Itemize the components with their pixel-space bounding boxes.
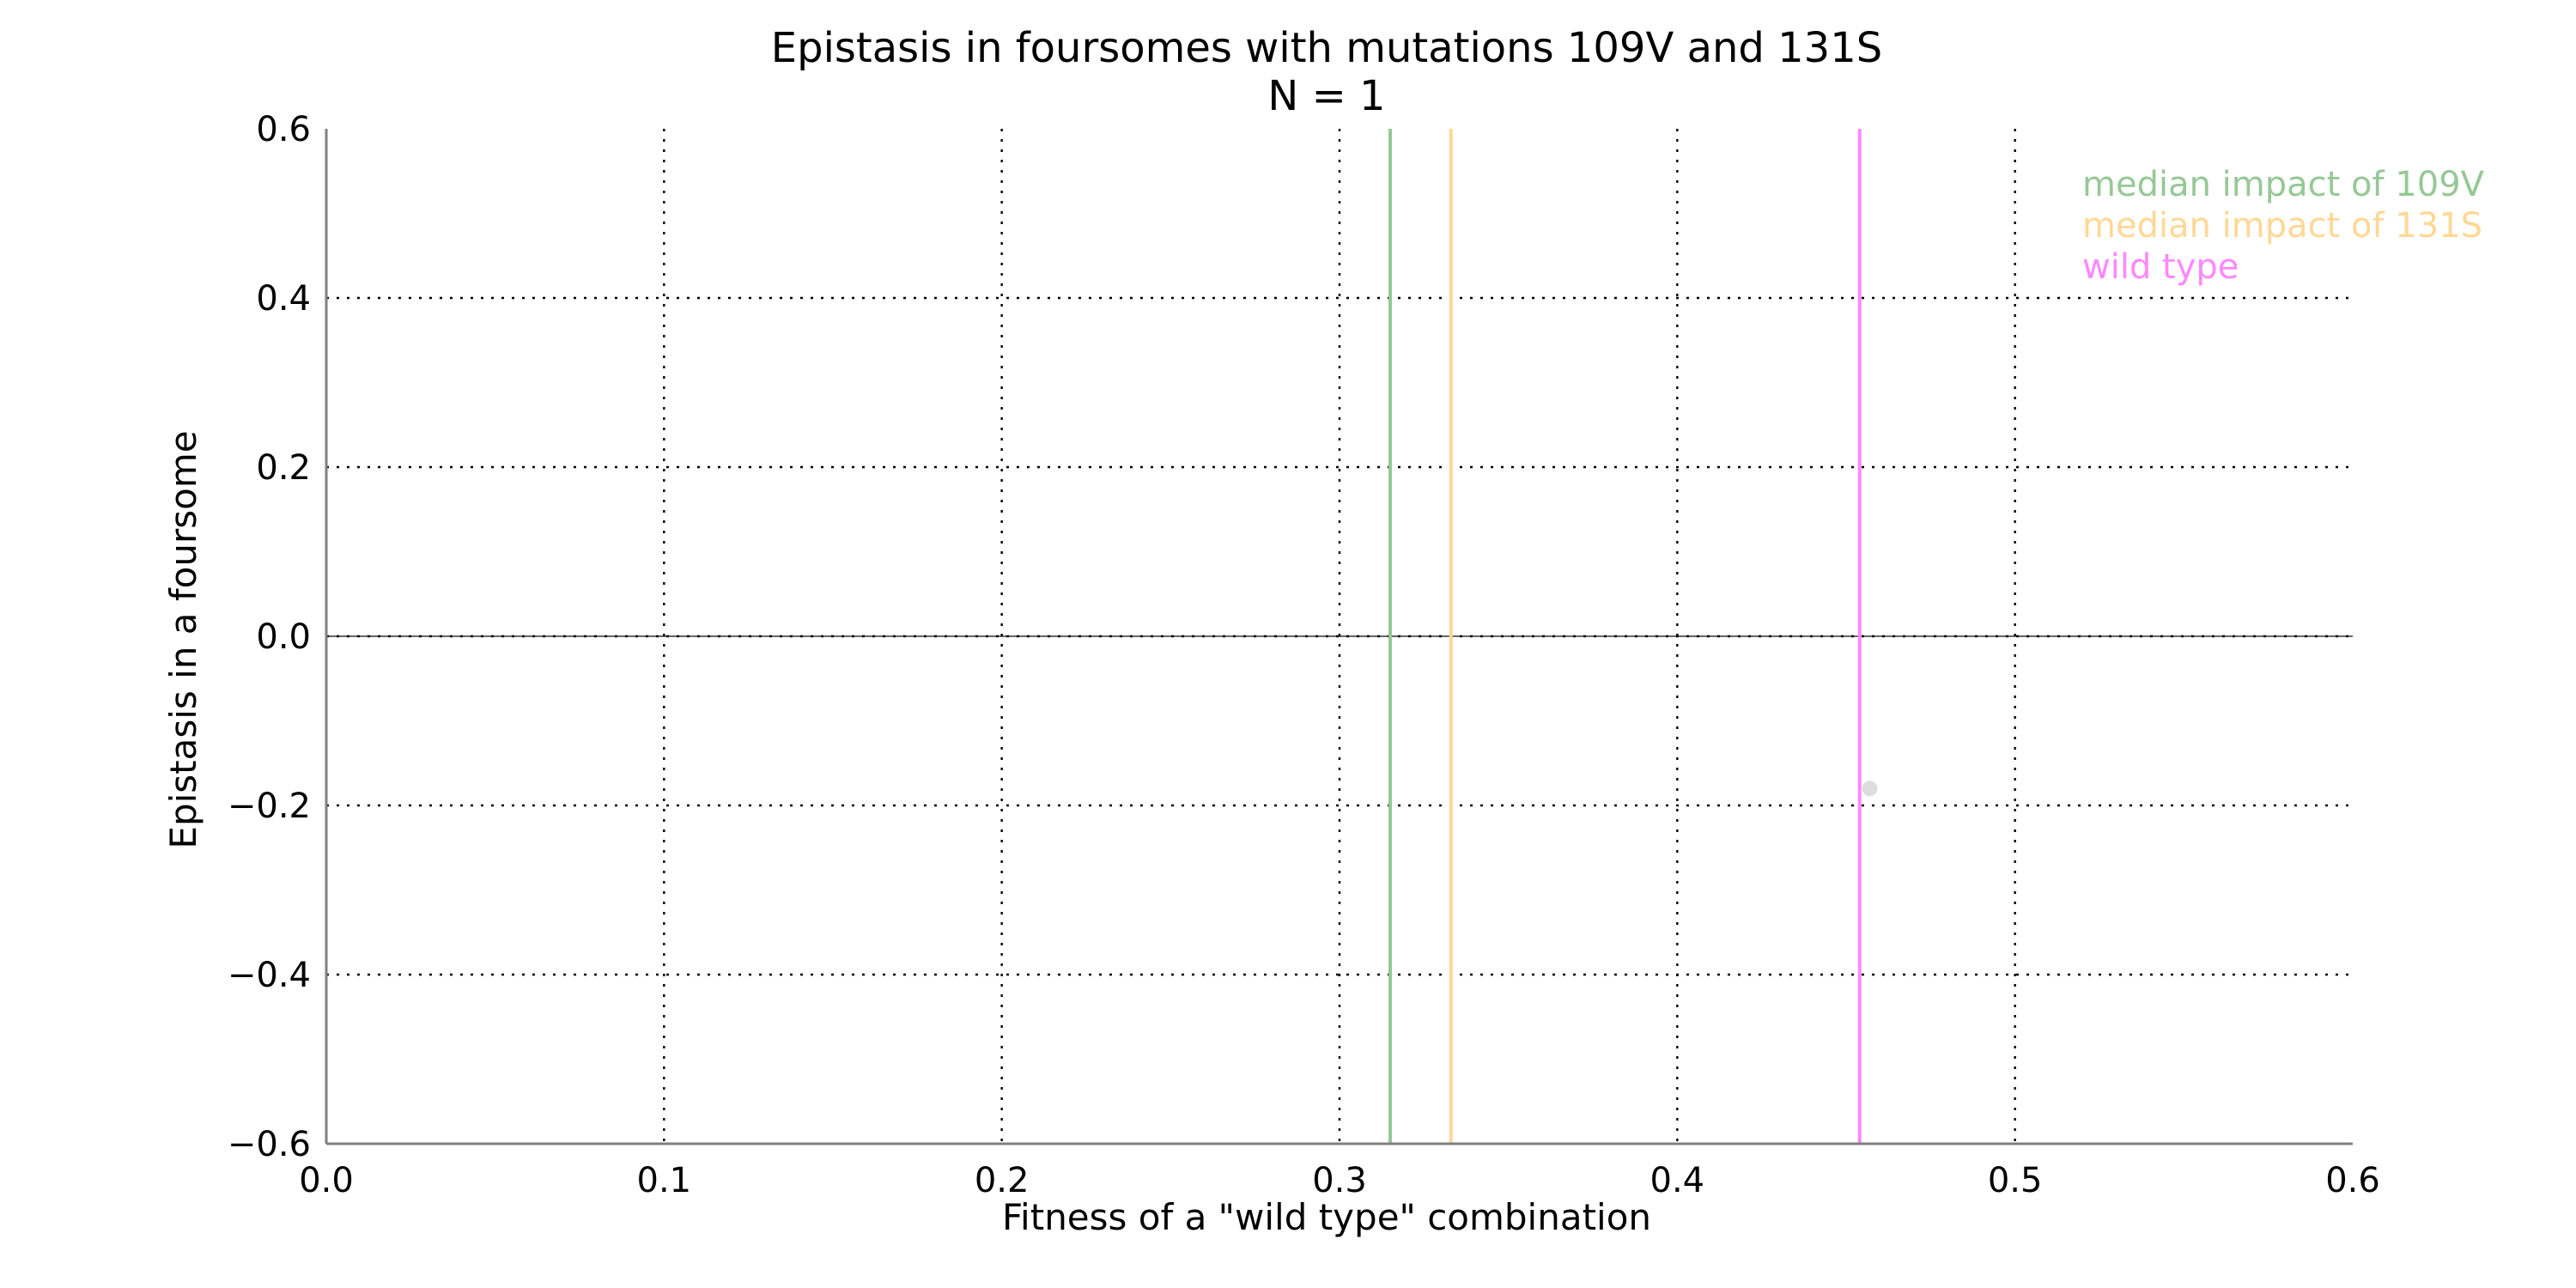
x-tick-labels: 0.0 0.1 0.2 0.3 0.4 0.5 0.6: [299, 1161, 2380, 1200]
legend-entry: median impact of 109V: [2082, 165, 2485, 204]
reference-lines: [326, 129, 2353, 1144]
x-tick-label: 0.2: [975, 1161, 1030, 1200]
x-tick-label: 0.5: [1988, 1161, 2043, 1200]
chart-title: Epistasis in foursomes with mutations 10…: [771, 24, 1882, 72]
y-tick-label: 0.0: [256, 617, 311, 657]
x-tick-label: 0.3: [1312, 1161, 1367, 1200]
x-tick-label: 0.0: [299, 1161, 354, 1200]
data-point: [1862, 781, 1878, 797]
legend-entry: wild type: [2082, 247, 2239, 287]
y-tick-label: 0.6: [256, 110, 311, 149]
y-tick-label: −0.4: [228, 956, 311, 995]
x-axis-label: Fitness of a "wild type" combination: [1002, 1196, 1651, 1238]
y-axis-label: Epistasis in a foursome: [162, 430, 204, 848]
y-tick-label: −0.6: [228, 1125, 311, 1164]
x-tick-label: 0.4: [1650, 1161, 1705, 1200]
y-tick-label: 0.4: [256, 279, 311, 319]
axes: [325, 129, 2353, 1145]
y-tick-label: 0.2: [256, 448, 311, 488]
x-tick-label: 0.1: [637, 1161, 692, 1200]
x-tick-label: 0.6: [2325, 1161, 2380, 1200]
y-tick-label: −0.2: [228, 787, 311, 826]
y-tick-labels: −0.6 −0.4 −0.2 0.0 0.2 0.4 0.6: [228, 110, 311, 1164]
data-points: [1862, 781, 1878, 797]
legend-entry: median impact of 131S: [2082, 206, 2482, 246]
chart-subtitle: N = 1: [1267, 72, 1385, 120]
